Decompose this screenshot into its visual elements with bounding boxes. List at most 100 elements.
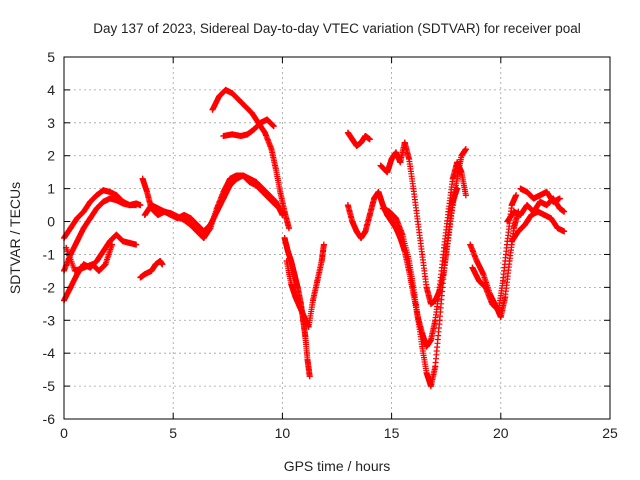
- data-point: [102, 261, 109, 268]
- data-point: [371, 195, 378, 202]
- data-point: [141, 211, 148, 218]
- y-tick-label: -5: [43, 378, 56, 394]
- data-point: [445, 208, 452, 215]
- data-point: [427, 337, 434, 344]
- data-point: [126, 239, 133, 246]
- data-point: [423, 369, 430, 376]
- y-tick-label: 5: [47, 49, 55, 65]
- data-point: [537, 192, 544, 199]
- data-point: [399, 231, 406, 238]
- data-point: [510, 208, 517, 215]
- data-point: [366, 136, 373, 143]
- data-point: [229, 90, 236, 97]
- data-point: [244, 131, 251, 138]
- data-point: [556, 205, 563, 212]
- series-track-l: [344, 129, 373, 149]
- data-point: [71, 267, 78, 274]
- data-point: [454, 185, 461, 192]
- data-point: [362, 132, 369, 139]
- data-point: [143, 188, 150, 195]
- x-axis-label: GPS time / hours: [284, 458, 391, 474]
- data-point: [445, 231, 452, 238]
- x-tick-label: 5: [169, 425, 177, 441]
- data-point: [133, 241, 140, 248]
- data-point: [449, 198, 456, 205]
- data-point: [133, 202, 140, 209]
- data-point: [209, 106, 216, 113]
- data-point: [272, 165, 279, 172]
- data-point: [157, 258, 164, 265]
- chart-title: Day 137 of 2023, Sidereal Day-to-day VTE…: [93, 21, 580, 36]
- series-track-f: [141, 172, 279, 241]
- data-point: [161, 208, 168, 215]
- data-point: [237, 132, 244, 139]
- data-point: [537, 198, 544, 205]
- series-track-r: [504, 195, 568, 225]
- data-point: [541, 211, 548, 218]
- data-point: [200, 235, 207, 241]
- data-point: [502, 294, 509, 301]
- data-point: [386, 208, 393, 215]
- data-point: [294, 284, 301, 291]
- data-point: [473, 258, 480, 265]
- data-point: [513, 192, 520, 199]
- data-point: [366, 211, 373, 218]
- data-point: [257, 119, 264, 126]
- data-point: [194, 221, 201, 228]
- data-point: [318, 258, 325, 265]
- data-point: [397, 235, 404, 241]
- series-track-q: [469, 192, 520, 314]
- data-point: [291, 271, 298, 278]
- data-point: [148, 267, 155, 274]
- data-point: [392, 149, 399, 156]
- data-point: [353, 142, 360, 149]
- data-point: [517, 211, 524, 218]
- data-point: [100, 248, 107, 255]
- series-track-d: [63, 241, 116, 274]
- data-point: [508, 238, 515, 245]
- data-point: [302, 333, 309, 340]
- data-point: [100, 187, 107, 194]
- data-point: [285, 225, 292, 232]
- data-point: [95, 267, 102, 274]
- y-tick-label: -2: [43, 279, 56, 295]
- data-point: [397, 159, 404, 166]
- data-point: [304, 356, 311, 363]
- data-point: [561, 228, 568, 235]
- data-point: [469, 264, 476, 271]
- data-point: [253, 182, 260, 189]
- data-point: [349, 218, 356, 225]
- data-point: [266, 195, 273, 202]
- data-point: [264, 116, 271, 123]
- data-point: [314, 277, 321, 284]
- data-point: [281, 208, 288, 215]
- data-point: [406, 258, 413, 265]
- data-point: [226, 175, 233, 182]
- data-point: [277, 188, 284, 195]
- data-point: [251, 126, 258, 133]
- x-tick-label: 15: [384, 425, 400, 441]
- data-point: [305, 323, 312, 330]
- data-point: [530, 195, 537, 202]
- data-point: [80, 225, 87, 232]
- y-tick-label: 3: [47, 115, 55, 131]
- data-point: [187, 215, 194, 222]
- data-point: [362, 228, 369, 235]
- data-point: [432, 363, 439, 370]
- data-point: [379, 205, 386, 212]
- data-point: [283, 258, 290, 265]
- data-point: [410, 284, 417, 291]
- data-point: [220, 188, 227, 195]
- data-point: [401, 139, 408, 146]
- data-point: [406, 156, 413, 163]
- y-tick-label: 2: [47, 148, 55, 164]
- data-point: [495, 307, 502, 314]
- data-point: [482, 284, 489, 291]
- data-point: [419, 251, 426, 258]
- series-track-i: [220, 116, 277, 139]
- data-point: [349, 136, 356, 143]
- y-tick-label: -3: [43, 312, 56, 328]
- data-point: [270, 123, 277, 130]
